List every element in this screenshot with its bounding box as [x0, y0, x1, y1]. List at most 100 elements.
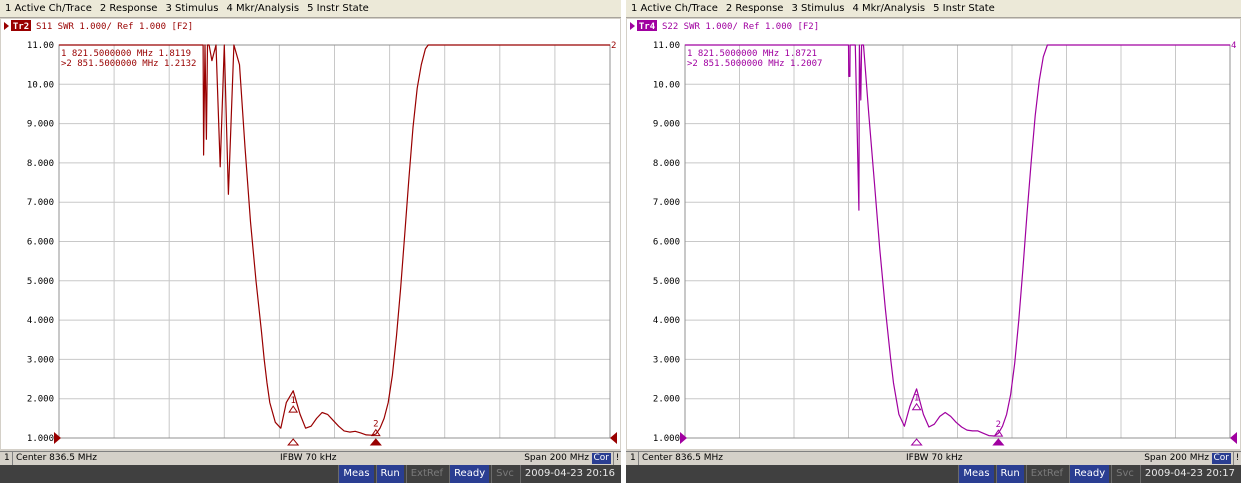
- y-tick-label: 1.000: [27, 434, 54, 444]
- menu-active-ch-trace[interactable]: 1 Active Ch/Trace: [631, 3, 718, 14]
- channel-number: 1: [2, 452, 13, 465]
- menu-stimulus[interactable]: 3 Stimulus: [791, 3, 845, 14]
- marker-2-triangle[interactable]: [993, 429, 1004, 437]
- channel-window-s22[interactable]: 1 Active Ch/Trace 2 Response 3 Stimulus 4 M…: [626, 0, 1241, 483]
- menu-instr-state[interactable]: 5 Instr State: [933, 3, 995, 14]
- y-tick-label: 5.000: [27, 277, 54, 287]
- status-meas: Meas: [338, 465, 374, 483]
- status-items: Meas Run ExtRef Ready Svc 2009-04-23 20:17: [956, 465, 1239, 483]
- trace-chart-svg: 11.00 10.00 9.000 8.000 7.000 6.000 5.000 4.000…: [1, 19, 620, 449]
- trace-title: S11 SWR 1.000/ Ref 1.000 [F2]: [36, 22, 193, 32]
- y-tick-label: 4.000: [653, 316, 680, 326]
- status-run: Run: [995, 465, 1024, 483]
- center-frequency[interactable]: Center 836.5 MHz: [642, 453, 724, 463]
- status-meas: Meas: [958, 465, 994, 483]
- plot-background: [627, 19, 1240, 449]
- y-tick-label: 6.000: [27, 238, 54, 248]
- trace-header[interactable]: Tr2 S11 SWR 1.000/ Ref 1.000 [F2]: [4, 20, 193, 32]
- ref-level-left-icon[interactable]: [680, 432, 687, 444]
- menu-active-ch-trace[interactable]: 1 Active Ch/Trace: [5, 3, 92, 14]
- marker-1-triangle[interactable]: [288, 405, 299, 413]
- if-bandwidth[interactable]: IFBW 70 kHz: [906, 453, 963, 463]
- y-tick-label: 2.000: [27, 395, 54, 405]
- marker-readout-1: 1 821.5000000 MHz 1.8119: [61, 49, 191, 59]
- span-frequency[interactable]: Span 200 MHz: [1144, 453, 1209, 463]
- trace-badge: Tr2: [13, 22, 29, 32]
- y-tick-label: 5.000: [653, 277, 680, 287]
- warning-icon: !: [1233, 452, 1241, 465]
- menu-bar: 1 Active Ch/Trace 2 Response 3 Stimulus 4 M…: [626, 0, 1241, 18]
- trace-edge-label: 2: [611, 41, 616, 51]
- y-tick-label: 6.000: [653, 238, 680, 248]
- menu-response[interactable]: 2 Response: [99, 3, 158, 14]
- channel-window-s11[interactable]: 1 Active Ch/Trace 2 Response 3 Stimulus 4 M…: [0, 0, 621, 483]
- y-tick-label: 8.000: [653, 159, 680, 169]
- grid-frame: [58, 44, 611, 439]
- ref-level-left-icon[interactable]: [54, 432, 61, 444]
- status-run: Run: [375, 465, 404, 483]
- y-tick-label: 3.000: [653, 355, 680, 365]
- if-bandwidth[interactable]: IFBW 70 kHz: [280, 453, 337, 463]
- y-tick-label: 9.000: [27, 120, 54, 130]
- channel-number: 1: [628, 452, 639, 465]
- menu-stimulus[interactable]: 3 Stimulus: [165, 3, 219, 14]
- menu-bar: 1 Active Ch/Trace 2 Response 3 Stimulus 4 M…: [0, 0, 621, 18]
- stimulus-marker-2-icon[interactable]: [992, 438, 1005, 446]
- channel-info-bar: 1 Center 836.5 MHz IFBW 70 kHz Span 200 MHz…: [626, 451, 1241, 465]
- y-tick-label: 8.000: [27, 159, 54, 169]
- y-tick-label: 7.000: [653, 198, 680, 208]
- status-svc: Svc: [1111, 465, 1138, 483]
- y-tick-label: 1.000: [653, 434, 680, 444]
- trace-line-s22[interactable]: [685, 44, 1230, 437]
- correction-badge[interactable]: Cor: [591, 453, 611, 464]
- marker-2-label: 2: [996, 420, 1001, 430]
- marker-2-triangle[interactable]: [370, 428, 381, 437]
- span-frequency[interactable]: Span 200 MHz: [524, 453, 589, 463]
- menu-response[interactable]: 2 Response: [725, 3, 784, 14]
- marker-1-label: 1: [290, 396, 295, 406]
- status-ready: Ready: [1069, 465, 1110, 483]
- status-bar: Meas Run ExtRef Ready Svc 2009-04-23 20:17: [626, 465, 1241, 483]
- trace-active-arrow-icon: [630, 22, 635, 30]
- marker-readout-1: 1 821.5000000 MHz 1.8721: [687, 49, 817, 59]
- channel-info-bar: 1 Center 836.5 MHz IFBW 70 kHz Span 200 MHz…: [0, 451, 621, 465]
- trace-header[interactable]: Tr4 S22 SWR 1.000/ Ref 1.000 [F2]: [630, 20, 819, 32]
- trace-title: S22 SWR 1.000/ Ref 1.000 [F2]: [662, 22, 819, 32]
- y-tick-label: 9.000: [653, 120, 680, 130]
- ref-level-right-icon[interactable]: [610, 432, 617, 444]
- menu-mkr-analysis[interactable]: 4 Mkr/Analysis: [852, 3, 926, 14]
- marker-2-label: 2: [373, 420, 378, 430]
- y-tick-label: 10.00: [653, 80, 680, 90]
- trace-badge-bg: [11, 20, 31, 31]
- marker-readout-2: >2 851.5000000 MHz 1.2132: [61, 59, 196, 69]
- grid-frame: [684, 44, 1231, 439]
- trace-badge: Tr4: [639, 22, 656, 32]
- y-tick-label: 10.00: [27, 80, 54, 90]
- stimulus-marker-1-icon[interactable]: [910, 438, 923, 446]
- trace-plot[interactable]: 11.00 10.00 9.000 8.000 7.000 6.000 5.000 4.000…: [1, 19, 620, 449]
- marker-1-triangle[interactable]: [911, 402, 922, 411]
- status-datetime: 2009-04-23 20:17: [1139, 465, 1239, 483]
- stimulus-marker-2-icon[interactable]: [369, 438, 382, 446]
- menu-instr-state[interactable]: 5 Instr State: [307, 3, 369, 14]
- trace-badge-bg: [637, 20, 657, 31]
- status-datetime: 2009-04-23 20:16: [519, 465, 619, 483]
- warning-icon: !: [613, 452, 621, 465]
- status-ready: Ready: [449, 465, 490, 483]
- stimulus-marker-1-icon[interactable]: [287, 438, 300, 446]
- marker-1-label: 1: [914, 394, 919, 404]
- menu-mkr-analysis[interactable]: 4 Mkr/Analysis: [226, 3, 300, 14]
- correction-badge[interactable]: Cor: [1211, 453, 1231, 464]
- y-tick-label: 3.000: [27, 355, 54, 365]
- ref-level-right-icon[interactable]: [1230, 432, 1237, 444]
- status-items: Meas Run ExtRef Ready Svc 2009-04-23 20:16: [336, 465, 619, 483]
- trace-plot[interactable]: 11.00 10.00 9.000 8.000 7.000 6.000 5.000 4.000…: [627, 19, 1240, 449]
- y-tick-label: 11.00: [653, 41, 680, 51]
- center-frequency[interactable]: Center 836.5 MHz: [16, 453, 98, 463]
- y-tick-label: 11.00: [27, 41, 54, 51]
- marker-readout-2: >2 851.5000000 MHz 1.2007: [687, 59, 822, 69]
- trace-line-s11[interactable]: [59, 44, 610, 436]
- trace-edge-label: 4: [1231, 41, 1236, 51]
- status-bar: Meas Run ExtRef Ready Svc 2009-04-23 20:16: [0, 465, 621, 483]
- y-tick-label: 4.000: [27, 316, 54, 326]
